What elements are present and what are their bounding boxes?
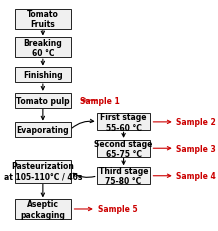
Text: Second stage
65-75 °C: Second stage 65-75 °C	[94, 139, 153, 158]
FancyBboxPatch shape	[97, 114, 150, 131]
FancyBboxPatch shape	[15, 199, 71, 219]
FancyBboxPatch shape	[97, 167, 150, 185]
Text: Finishing: Finishing	[23, 71, 63, 80]
FancyBboxPatch shape	[15, 38, 71, 58]
Text: Sample 2: Sample 2	[177, 118, 216, 127]
FancyBboxPatch shape	[97, 140, 150, 157]
FancyBboxPatch shape	[15, 93, 71, 108]
FancyBboxPatch shape	[15, 68, 71, 83]
FancyBboxPatch shape	[15, 10, 71, 30]
Text: First stage
55-60 °C: First stage 55-60 °C	[100, 113, 147, 132]
FancyBboxPatch shape	[15, 123, 71, 138]
Text: Tomato pulp: Tomato pulp	[16, 96, 70, 105]
Text: Tomato
Fruits: Tomato Fruits	[27, 10, 59, 29]
Text: Aseptic
packaging: Aseptic packaging	[20, 199, 65, 219]
Text: Evaporating: Evaporating	[17, 126, 69, 135]
Text: Breaking
60 °C: Breaking 60 °C	[24, 39, 62, 58]
Text: Sample 5: Sample 5	[98, 205, 137, 213]
Text: Third stage
75-80 °C: Third stage 75-80 °C	[99, 166, 148, 186]
Text: Sample 1: Sample 1	[80, 96, 119, 105]
Text: Sample 3: Sample 3	[177, 144, 216, 153]
FancyBboxPatch shape	[15, 160, 71, 183]
Text: Pasteurization
at 105-110°C / 40s: Pasteurization at 105-110°C / 40s	[4, 162, 82, 181]
Text: Sample 4: Sample 4	[177, 171, 216, 180]
